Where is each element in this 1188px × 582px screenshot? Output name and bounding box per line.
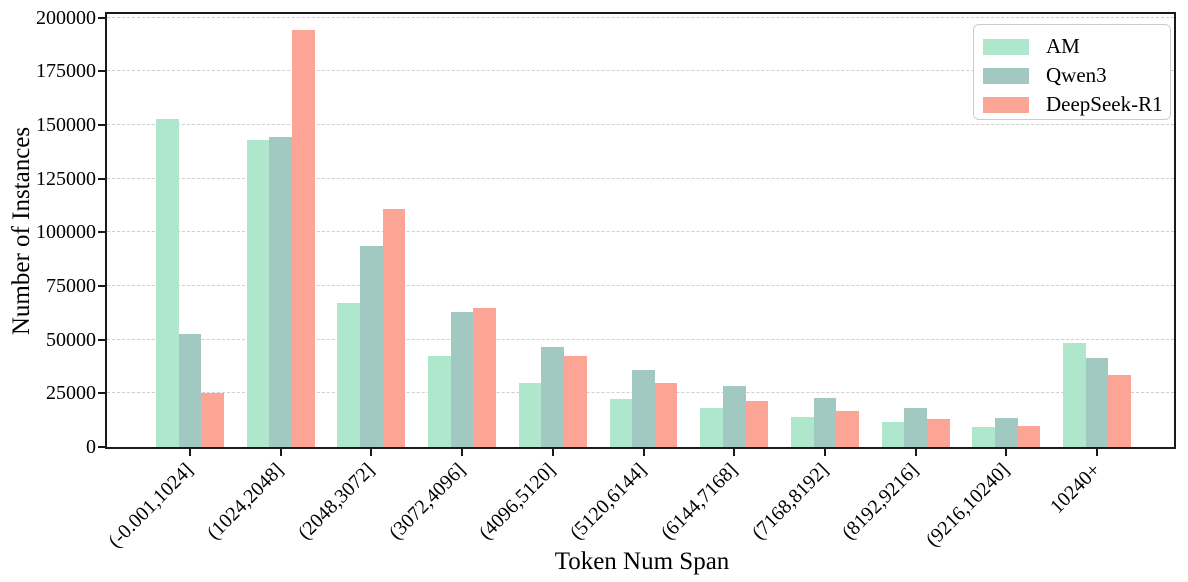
y-tick-label: 25000 <box>46 382 96 405</box>
bar-deepseek-r1-10 <box>1108 375 1131 447</box>
x-tick <box>279 449 282 456</box>
x-tick <box>733 449 736 456</box>
x-tick <box>370 449 373 456</box>
bar-am-10 <box>1063 342 1086 447</box>
x-tick-label: (1024,2048] <box>203 459 289 545</box>
y-tick-label: 200000 <box>36 6 96 29</box>
bar-deepseek-r1-7 <box>836 410 859 447</box>
y-tick <box>98 16 105 19</box>
y-tick-label: 0 <box>86 436 96 458</box>
bar-am-9 <box>972 426 995 447</box>
x-tick-label: (2048,3072] <box>293 459 379 545</box>
bar-am-6 <box>700 408 723 447</box>
x-tick-label: (4096,5120] <box>475 459 561 545</box>
plot-inner <box>107 14 1174 447</box>
x-tick-label: (8192,9216] <box>838 459 924 545</box>
y-tick-label: 50000 <box>46 328 96 351</box>
bar-qwen3-9 <box>994 418 1018 447</box>
x-tick-label: (7168,8192] <box>747 459 833 545</box>
legend-swatch-am <box>983 38 1029 55</box>
legend-label: Qwen3 <box>1046 63 1107 87</box>
x-tick <box>642 449 645 456</box>
gridline-175000 <box>107 70 1174 72</box>
x-tick <box>189 449 191 456</box>
bar-deepseek-r1-6 <box>745 400 769 447</box>
x-tick-label: 10240+ <box>1045 459 1105 518</box>
bar-deepseek-r1-5 <box>654 382 678 447</box>
bar-am-4 <box>518 382 542 447</box>
y-tick <box>98 392 105 395</box>
y-tick-label: 175000 <box>36 60 96 83</box>
x-tick <box>914 449 917 456</box>
legend-item-qwen3: Qwen3 <box>974 61 1170 90</box>
bar-am-1 <box>246 140 270 447</box>
gridline-125000 <box>107 177 1174 179</box>
y-tick <box>98 338 105 341</box>
bar-am-7 <box>790 416 814 447</box>
bar-qwen3-6 <box>722 385 746 447</box>
bar-deepseek-r1-2 <box>382 208 406 447</box>
x-tick <box>1096 449 1098 456</box>
bar-deepseek-r1-8 <box>926 419 950 447</box>
bar-qwen3-1 <box>269 136 293 447</box>
x-tick-label: (9216,10240] <box>921 459 1014 552</box>
y-tick <box>98 177 105 180</box>
x-tick-label: (-0.001,1024] <box>104 459 198 553</box>
x-tick-label: (3072,4096] <box>384 459 470 545</box>
x-tick-label: (5120,6144] <box>565 459 652 545</box>
y-tick <box>98 70 105 73</box>
bar-am-3 <box>428 355 451 447</box>
bar-qwen3-5 <box>632 369 655 447</box>
gridline-150000 <box>107 124 1174 126</box>
x-tick <box>1005 449 1008 456</box>
bar-qwen3-2 <box>360 246 383 447</box>
y-tick-label: 150000 <box>36 114 96 137</box>
y-tick-label: 75000 <box>46 275 96 297</box>
bar-am-5 <box>609 398 633 447</box>
legend-swatch-qwen3 <box>983 67 1029 84</box>
legend-label: AM <box>1046 34 1080 58</box>
gridline-75000 <box>107 285 1174 287</box>
legend: AM Qwen3 DeepSeek-R1 <box>973 24 1171 120</box>
bar-qwen3-10 <box>1085 357 1109 447</box>
bar-qwen3-7 <box>813 397 837 447</box>
legend-item-am: AM <box>974 32 1170 61</box>
y-tick <box>98 231 105 234</box>
y-tick-label: 100000 <box>36 221 96 244</box>
bar-am-8 <box>881 422 905 447</box>
y-tick <box>98 446 105 448</box>
bar-qwen3-4 <box>541 347 565 447</box>
bar-deepseek-r1-1 <box>292 29 315 447</box>
y-tick <box>98 285 105 287</box>
y-tick-label: 125000 <box>36 167 96 190</box>
gridline-200000 <box>107 16 1174 18</box>
y-tick <box>98 124 105 127</box>
x-tick <box>461 449 464 456</box>
bar-qwen3-8 <box>904 408 927 447</box>
bar-am-0 <box>156 118 179 447</box>
x-tick <box>551 449 554 456</box>
x-tick-label: (6144,7168] <box>656 459 742 545</box>
x-axis-title: Token Num Span <box>554 548 730 575</box>
bar-deepseek-r1-0 <box>201 393 224 447</box>
bar-deepseek-r1-9 <box>1017 425 1041 447</box>
gridline-50000 <box>107 338 1174 340</box>
legend-label: DeepSeek-R1 <box>1046 92 1163 116</box>
legend-swatch-deepseek-r1 <box>983 96 1029 113</box>
bar-am-2 <box>337 303 361 447</box>
bar-qwen3-3 <box>450 311 474 447</box>
legend-item-deepseek-r1: DeepSeek-R1 <box>974 90 1170 119</box>
gridline-100000 <box>107 231 1174 233</box>
bar-deepseek-r1-4 <box>564 355 587 447</box>
bar-deepseek-r1-3 <box>473 307 497 447</box>
x-tick <box>823 449 826 456</box>
bar-qwen3-0 <box>178 334 202 447</box>
